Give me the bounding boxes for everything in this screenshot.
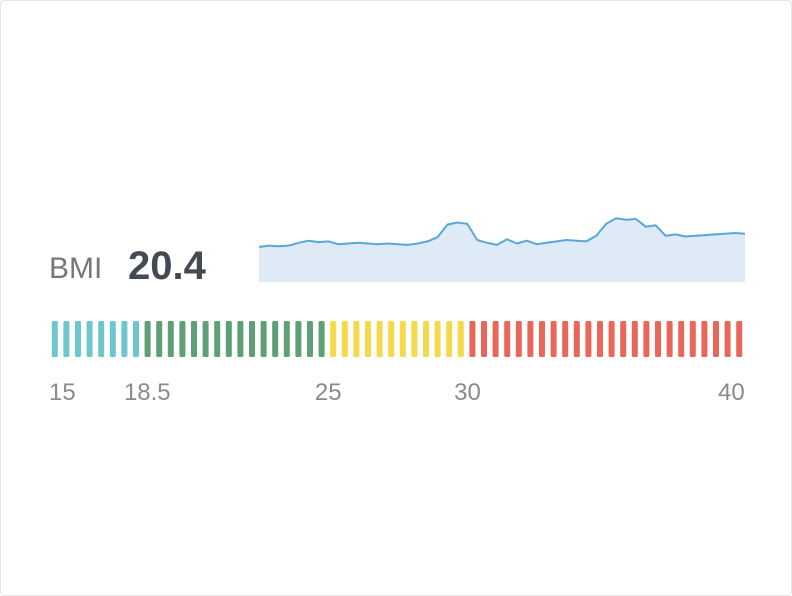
scale-segment xyxy=(713,321,719,357)
scale-segment xyxy=(620,321,627,357)
scale-segment xyxy=(144,321,151,357)
scale-segment xyxy=(121,321,128,357)
scale-segment xyxy=(666,321,673,357)
scale-segment xyxy=(365,321,371,357)
scale-segment xyxy=(678,321,685,357)
bmi-sparkline xyxy=(259,217,745,282)
scale-segment xyxy=(689,321,696,357)
scale-segment xyxy=(399,321,406,357)
scale-segment xyxy=(63,321,70,357)
scale-segment xyxy=(98,321,105,357)
scale-segment xyxy=(446,321,453,357)
scale-segment xyxy=(109,321,116,357)
scale-segment xyxy=(86,321,93,357)
scale-segment xyxy=(527,321,534,357)
scale-segment xyxy=(283,321,290,357)
scale-segment xyxy=(504,321,511,357)
scale-segment xyxy=(272,321,279,357)
scale-tick-label: 18.5 xyxy=(123,379,171,406)
scale-segment xyxy=(411,321,418,357)
scale-segment xyxy=(249,321,255,357)
bmi-value: 20.4 xyxy=(128,244,206,288)
scale-segment xyxy=(434,321,441,357)
scale-segment xyxy=(191,321,197,357)
bmi-label: BMI xyxy=(49,252,103,285)
scale-segment xyxy=(562,321,569,357)
scale-segment xyxy=(388,321,395,357)
scale-segment xyxy=(353,321,360,357)
sparkline-line xyxy=(259,217,745,248)
scale-segment xyxy=(736,321,743,357)
scale-segment xyxy=(307,321,313,357)
scale-segment xyxy=(295,321,302,357)
scale-segment xyxy=(51,321,58,357)
scale-tick-label: 30 xyxy=(454,379,481,406)
scale-segment xyxy=(701,321,708,357)
scale-segment xyxy=(423,321,429,357)
scale-segment xyxy=(214,321,221,357)
scale-segment xyxy=(237,321,244,357)
scale-segment xyxy=(202,321,209,357)
scale-segment xyxy=(330,321,337,357)
scale-segment xyxy=(492,321,499,357)
scale-segment xyxy=(550,321,557,357)
scale-segment xyxy=(133,321,139,357)
scale-segment xyxy=(167,321,174,357)
scale-segment xyxy=(481,321,487,357)
bmi-scale xyxy=(51,321,743,357)
scale-segment xyxy=(75,321,81,357)
scale-segment xyxy=(724,321,731,357)
scale-tick-label: 40 xyxy=(718,379,745,406)
scale-segment xyxy=(179,321,186,357)
scale-segment xyxy=(515,321,522,357)
scale-segment xyxy=(457,321,464,357)
scale-segment xyxy=(260,321,267,357)
scale-segment xyxy=(608,321,615,357)
scale-segment xyxy=(156,321,163,357)
scale-segment xyxy=(376,321,383,357)
scale-segment xyxy=(225,321,232,357)
scale-segment xyxy=(469,321,476,357)
scale-segment xyxy=(643,321,650,357)
scale-segment xyxy=(631,321,638,357)
scale-segment xyxy=(539,321,545,357)
scale-tick-label: 15 xyxy=(49,379,76,406)
scale-segment xyxy=(597,321,603,357)
scale-segment xyxy=(585,321,592,357)
sparkline-area xyxy=(259,218,745,282)
scale-segment xyxy=(573,321,580,357)
scale-tick-label: 25 xyxy=(314,379,342,406)
scale-segment xyxy=(341,321,348,357)
scale-segment xyxy=(655,321,661,357)
scale-segment xyxy=(318,321,325,357)
